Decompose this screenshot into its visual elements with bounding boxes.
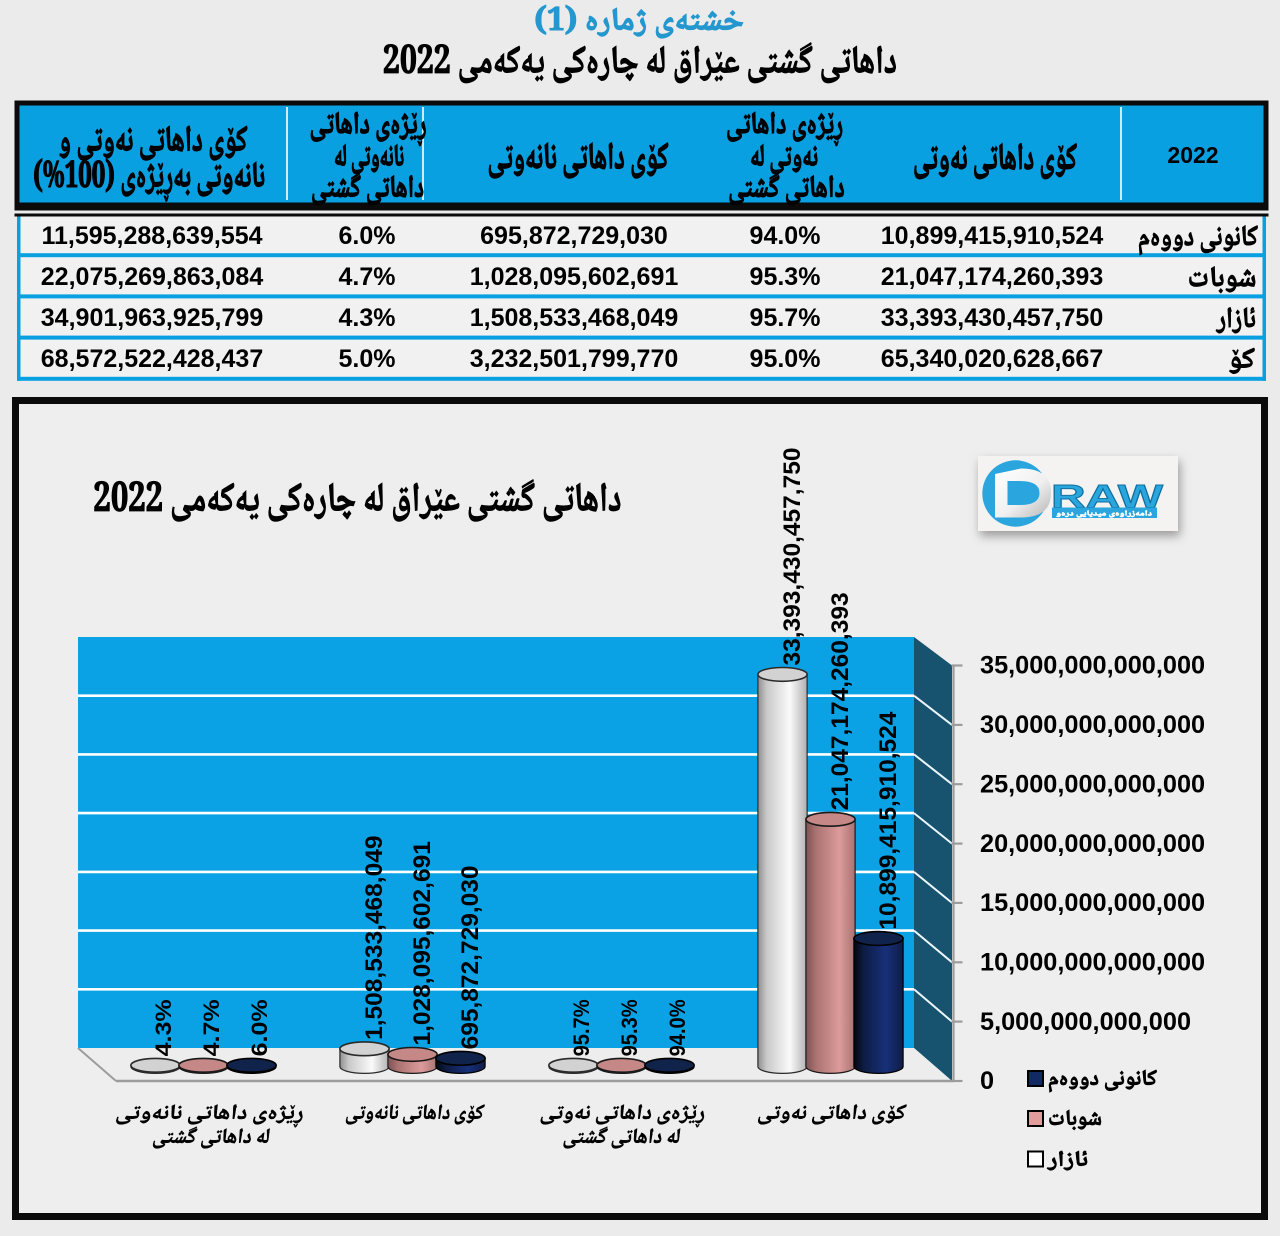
svg-text:95.3%: 95.3%	[617, 999, 642, 1056]
svg-text:15,000,000,000,000: 15,000,000,000,000	[980, 889, 1205, 917]
svg-text:1,508,533,468,049: 1,508,533,468,049	[361, 836, 388, 1040]
svg-text:21,047,174,260,393: 21,047,174,260,393	[827, 592, 854, 810]
svg-text:30,000,000,000,000: 30,000,000,000,000	[980, 711, 1205, 739]
svg-text:20,000,000,000,000: 20,000,000,000,000	[980, 830, 1205, 858]
svg-text:5,000,000,000,000: 5,000,000,000,000	[980, 1008, 1191, 1036]
svg-text:95.7%: 95.7%	[569, 999, 594, 1056]
svg-text:6.0%: 6.0%	[247, 999, 272, 1056]
svg-text:1,028,095,602,691: 1,028,095,602,691	[409, 841, 436, 1045]
svg-text:33,393,430,457,750: 33,393,430,457,750	[779, 448, 806, 666]
svg-text:10,899,415,910,524: 10,899,415,910,524	[875, 711, 902, 929]
svg-text:4.3%: 4.3%	[151, 999, 176, 1056]
svg-text:0: 0	[980, 1067, 994, 1095]
svg-text:2022: 2022	[1167, 142, 1218, 168]
svg-text:4.7%: 4.7%	[199, 999, 224, 1056]
svg-text:695,872,729,030: 695,872,729,030	[457, 865, 484, 1049]
svg-text:25,000,000,000,000: 25,000,000,000,000	[980, 770, 1205, 798]
svg-text:35,000,000,000,000: 35,000,000,000,000	[980, 652, 1205, 680]
svg-text:10,000,000,000,000: 10,000,000,000,000	[980, 949, 1205, 977]
svg-text:94.0%: 94.0%	[665, 999, 690, 1056]
